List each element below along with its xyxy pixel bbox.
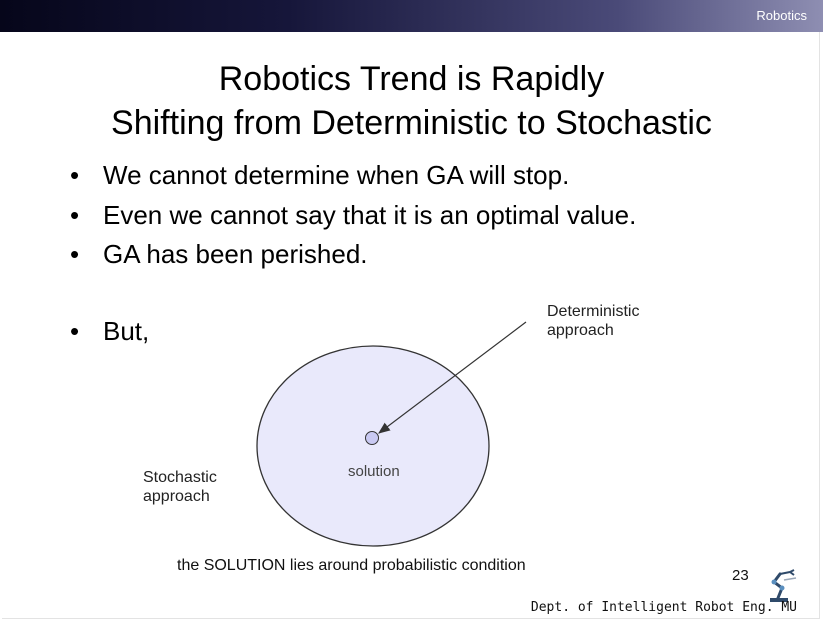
- bullet-text: We cannot determine when GA will stop.: [103, 160, 570, 190]
- diagram-caption: the SOLUTION lies around probabilistic c…: [177, 557, 526, 574]
- bullet-text: But,: [103, 316, 150, 346]
- stochastic-region-ellipse: [256, 345, 490, 547]
- slide-title-line-2: Shifting from Deterministic to Stochasti…: [111, 104, 712, 142]
- stochastic-label-line-2: approach: [143, 488, 210, 505]
- deterministic-label-line-2: approach: [547, 322, 614, 339]
- deterministic-arrow: [378, 321, 527, 434]
- deterministic-label-line-1: Deterministic: [547, 303, 640, 320]
- deterministic-label: Deterministic approach: [547, 302, 639, 340]
- solution-label: solution: [348, 463, 400, 480]
- bullet-dot: •: [70, 239, 80, 269]
- header-bar: Robotics: [0, 0, 823, 32]
- stochastic-label-line-1: Stochastic: [143, 469, 217, 486]
- bullet-text: GA has been perished.: [103, 239, 368, 269]
- robot-arm-icon: [770, 569, 797, 602]
- solution-point: [365, 431, 379, 445]
- stochastic-label: Stochastic approach: [143, 468, 217, 506]
- page-number: 23: [732, 567, 749, 584]
- department-footer: Dept. of Intelligent Robot Eng. MU: [530, 600, 797, 615]
- bullet-dot: •: [70, 316, 80, 346]
- bullet-text: Even we cannot say that it is an optimal…: [103, 200, 637, 230]
- slide-title-line-1: Robotics Trend is Rapidly: [218, 60, 605, 98]
- bullet-dot: •: [70, 160, 80, 190]
- bullet-dot: •: [70, 200, 80, 230]
- section-tag: Robotics: [756, 8, 807, 23]
